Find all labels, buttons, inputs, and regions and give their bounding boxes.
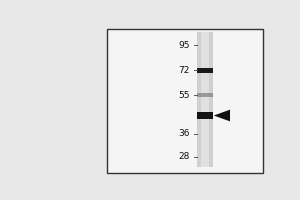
Polygon shape: [214, 110, 230, 121]
Text: 36: 36: [178, 129, 190, 138]
Bar: [197, 112, 213, 119]
Bar: [197, 68, 213, 73]
Text: 28: 28: [178, 152, 190, 161]
Text: 95: 95: [178, 41, 190, 50]
Bar: [197, 32, 213, 167]
FancyBboxPatch shape: [107, 29, 263, 173]
Bar: [197, 93, 213, 97]
Text: 55: 55: [178, 91, 190, 100]
Bar: [201, 32, 209, 167]
Text: 72: 72: [178, 66, 190, 75]
